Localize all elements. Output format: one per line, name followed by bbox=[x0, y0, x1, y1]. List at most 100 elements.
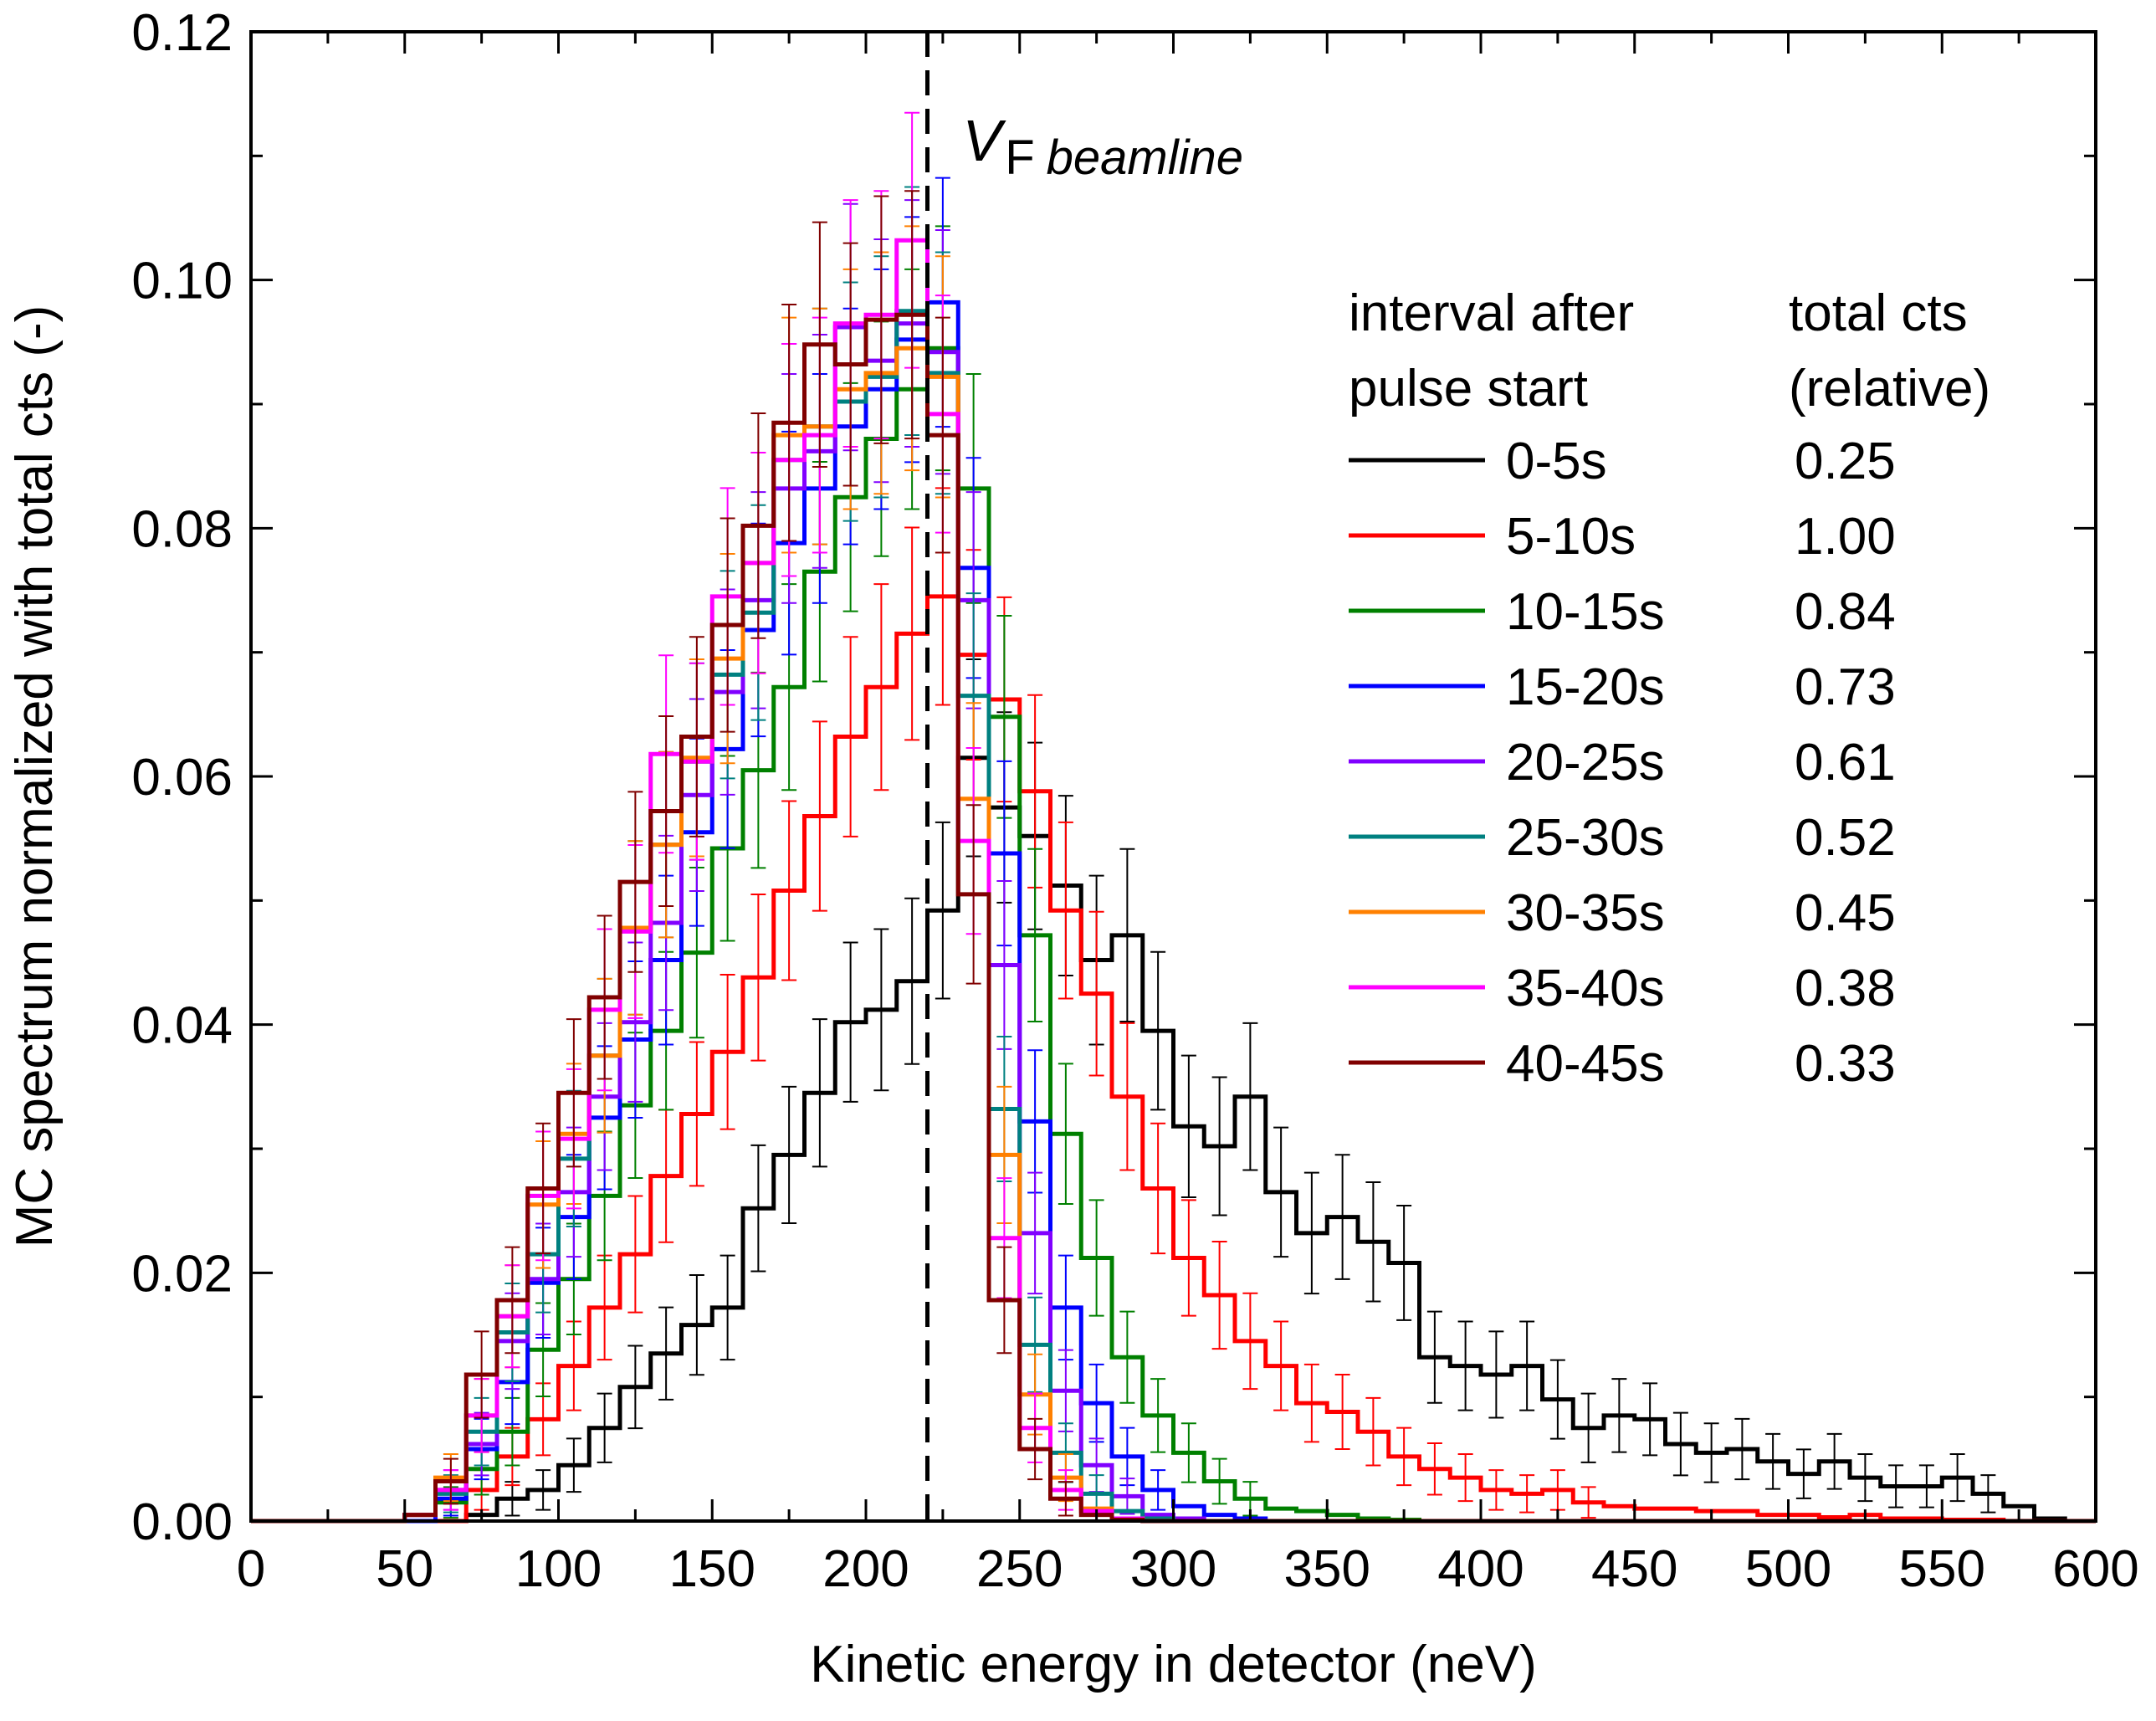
legend-item: 25-30s 0.52 bbox=[1349, 809, 1896, 867]
legend-header-col1-line2: pulse start bbox=[1349, 360, 1588, 417]
legend-item: 0-5s 0.25 bbox=[1349, 433, 1896, 490]
error-bar bbox=[935, 821, 950, 1000]
legend: interval after pulse start total cts (re… bbox=[1349, 284, 1990, 1093]
error-bar bbox=[504, 1246, 520, 1355]
error-bar bbox=[1519, 1320, 1535, 1411]
error-bar bbox=[658, 715, 674, 908]
error-bar bbox=[1488, 1330, 1504, 1419]
error-bar bbox=[1857, 1453, 1873, 1503]
error-bar bbox=[627, 1195, 643, 1314]
error-bar bbox=[1334, 1154, 1350, 1280]
legend-label: 40-45s bbox=[1506, 1035, 1665, 1093]
error-bar bbox=[1211, 1457, 1227, 1505]
error-bar bbox=[873, 583, 889, 791]
error-bar bbox=[1180, 1054, 1196, 1198]
y-tick-label: 0.02 bbox=[131, 1245, 233, 1303]
error-bar bbox=[904, 897, 920, 1065]
error-bar bbox=[1949, 1453, 1965, 1503]
error-bar bbox=[1027, 1171, 1043, 1295]
legend-header-col2-line2: (relative) bbox=[1789, 360, 1990, 417]
error-bar bbox=[1426, 1310, 1442, 1404]
x-tick-label: 150 bbox=[669, 1540, 755, 1598]
error-bar bbox=[904, 190, 920, 440]
error-bar bbox=[689, 1273, 704, 1376]
error-bar bbox=[1549, 1359, 1565, 1440]
reference-line-label-sub1: F bbox=[1005, 131, 1034, 185]
error-bar bbox=[689, 636, 704, 837]
y-tick-label: 0.06 bbox=[131, 749, 233, 807]
error-bar bbox=[1180, 1422, 1196, 1483]
x-tick-label: 0 bbox=[237, 1540, 265, 1598]
legend-item: 30-35s 0.45 bbox=[1349, 884, 1896, 942]
error-bar bbox=[627, 1345, 643, 1430]
error-bar bbox=[1119, 1022, 1135, 1171]
error-bar bbox=[1273, 1320, 1289, 1411]
axes: 0 50 100 150 200 250 300 350 400 450 500 550 600 0.00… bbox=[131, 4, 2138, 1598]
error-bar bbox=[689, 1041, 704, 1187]
error-bar bbox=[658, 1306, 674, 1401]
error-bar bbox=[1734, 1417, 1750, 1481]
error-bar bbox=[1888, 1464, 1904, 1508]
error-bar bbox=[566, 1018, 581, 1168]
error-bar bbox=[750, 1144, 766, 1273]
error-bar bbox=[1519, 1474, 1535, 1514]
legend-relative-value: 0.38 bbox=[1795, 960, 1896, 1017]
legend-relative-value: 0.84 bbox=[1795, 583, 1896, 641]
error-bar bbox=[1980, 1474, 1996, 1514]
legend-header-col1-line1: interval after bbox=[1349, 284, 1634, 342]
y-tick-label: 0.12 bbox=[131, 4, 233, 62]
error-bar bbox=[1242, 1022, 1258, 1171]
error-bar bbox=[720, 1254, 735, 1361]
error-bar bbox=[1426, 1442, 1442, 1496]
legend-rows: 0-5s 0.25 5-10s 1.00 10-15s 0.84 15-20s 0.73 20-… bbox=[1349, 433, 1896, 1093]
series-line bbox=[251, 594, 2096, 1524]
error-bar bbox=[1826, 1432, 1842, 1490]
legend-item: 10-15s 0.84 bbox=[1349, 583, 1896, 641]
x-axis-title: Kinetic energy in detector (neV) bbox=[810, 1636, 1536, 1693]
error-bar bbox=[1273, 1126, 1289, 1258]
y-tick-label: 0.04 bbox=[131, 997, 233, 1055]
error-bar bbox=[1058, 821, 1073, 1000]
series-0-5s bbox=[251, 658, 2096, 1524]
legend-label: 15-20s bbox=[1506, 658, 1665, 716]
series-line bbox=[251, 755, 2096, 1524]
y-tick-label: 0.08 bbox=[131, 500, 233, 558]
legend-label: 25-30s bbox=[1506, 809, 1665, 867]
error-bar bbox=[1088, 1199, 1104, 1317]
legend-label: 0-5s bbox=[1506, 433, 1607, 490]
error-bar bbox=[750, 412, 766, 639]
error-bar bbox=[873, 928, 889, 1092]
y-tick-label: 0.00 bbox=[131, 1493, 233, 1551]
error-bar bbox=[1088, 910, 1104, 1077]
error-bar bbox=[1211, 1241, 1227, 1350]
x-tick-label: 50 bbox=[376, 1540, 433, 1598]
error-bar bbox=[873, 195, 889, 444]
legend-header-col2-line1: total cts bbox=[1789, 284, 1968, 342]
error-bar bbox=[1642, 1382, 1658, 1457]
legend-label: 20-25s bbox=[1506, 734, 1665, 791]
legend-label: 35-40s bbox=[1506, 960, 1665, 1017]
x-tick-label: 500 bbox=[1745, 1540, 1831, 1598]
legend-label: 5-10s bbox=[1506, 508, 1636, 566]
error-bar bbox=[842, 242, 858, 487]
reference-line-label-sub2: beamline bbox=[1047, 131, 1243, 185]
error-bar bbox=[1150, 950, 1166, 1111]
legend-relative-value: 0.33 bbox=[1795, 1035, 1896, 1093]
error-bar bbox=[904, 526, 920, 741]
error-bar bbox=[1488, 1469, 1504, 1511]
error-bar bbox=[1150, 1122, 1166, 1255]
error-bar bbox=[1058, 1063, 1073, 1206]
legend-item: 40-45s 0.33 bbox=[1349, 1035, 1896, 1093]
error-bar bbox=[720, 517, 735, 733]
legend-relative-value: 0.73 bbox=[1795, 658, 1896, 716]
error-bar bbox=[1119, 1478, 1135, 1515]
x-tick-label: 400 bbox=[1437, 1540, 1524, 1598]
legend-label: 10-15s bbox=[1506, 583, 1665, 641]
error-bar bbox=[443, 1457, 458, 1505]
legend-label: 30-35s bbox=[1506, 884, 1665, 942]
error-bar bbox=[1457, 1320, 1473, 1411]
error-bar bbox=[1150, 1469, 1166, 1511]
error-bar bbox=[812, 221, 827, 468]
x-tick-label: 550 bbox=[1899, 1540, 1985, 1598]
error-bar bbox=[1703, 1422, 1719, 1483]
